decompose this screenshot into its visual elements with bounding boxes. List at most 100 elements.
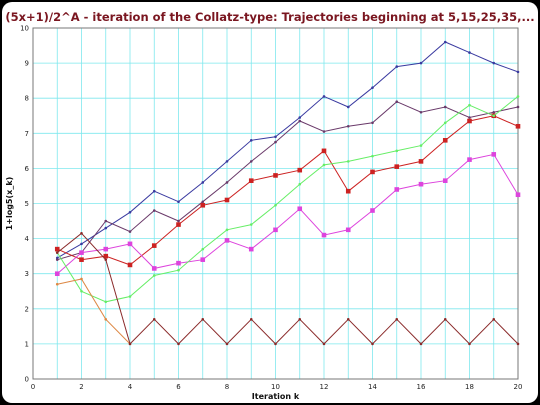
data-point <box>152 209 156 212</box>
data-point <box>322 342 326 346</box>
data-point <box>249 318 253 321</box>
data-point <box>176 222 181 227</box>
data-point <box>443 40 447 44</box>
data-point <box>200 257 206 262</box>
data-point <box>55 258 59 261</box>
data-point <box>322 130 326 133</box>
data-point <box>104 219 108 223</box>
data-point <box>442 138 448 143</box>
data-point <box>127 241 133 247</box>
data-point <box>515 123 521 129</box>
x-tick-label: 4 <box>128 383 133 391</box>
data-point <box>322 163 326 167</box>
y-tick-label: 1 <box>25 340 29 348</box>
data-point <box>346 105 350 109</box>
data-point <box>151 243 157 248</box>
data-point <box>516 70 520 74</box>
data-point <box>443 105 447 109</box>
data-point <box>249 139 253 142</box>
data-point <box>273 227 278 233</box>
data-point <box>468 103 471 107</box>
y-axis-label: 1+log5(x_k) <box>5 177 14 231</box>
data-point <box>128 295 132 298</box>
data-point <box>55 282 59 286</box>
data-point <box>443 318 447 321</box>
x-tick-label: 20 <box>514 383 523 391</box>
data-point <box>467 118 472 124</box>
series-6 <box>55 277 132 346</box>
data-point <box>395 100 399 104</box>
data-point <box>127 262 133 268</box>
data-point <box>468 51 471 54</box>
data-point <box>370 208 375 213</box>
data-point <box>321 148 327 154</box>
y-tick-label: 5 <box>25 200 29 208</box>
data-point <box>418 159 424 164</box>
data-point <box>442 178 448 183</box>
series-line <box>56 232 519 345</box>
y-tick-label: 9 <box>25 60 29 68</box>
data-point <box>345 188 351 194</box>
data-point <box>298 116 302 119</box>
series-3 <box>54 113 521 268</box>
series-line <box>57 278 131 345</box>
data-point <box>201 318 205 321</box>
y-tick-label: 4 <box>25 235 30 243</box>
data-point <box>492 318 496 321</box>
data-point <box>322 95 326 98</box>
data-point <box>177 342 180 346</box>
x-tick-label: 10 <box>271 383 280 391</box>
series-4 <box>54 152 521 276</box>
data-point <box>346 318 350 321</box>
x-tick-label: 16 <box>417 383 426 391</box>
data-point <box>55 251 59 254</box>
data-point <box>297 167 303 173</box>
data-point <box>152 189 156 193</box>
series-line <box>57 101 519 261</box>
data-point <box>248 246 254 252</box>
data-point <box>515 192 521 198</box>
data-point <box>395 318 399 321</box>
data-point <box>225 181 229 184</box>
series-7 <box>55 232 520 346</box>
data-point <box>298 119 302 123</box>
data-point <box>103 246 109 252</box>
data-point <box>418 181 424 187</box>
data-point <box>104 258 108 261</box>
data-point <box>225 228 229 232</box>
series-5 <box>55 95 520 304</box>
chart-title: (5x+1)/2^A - iteration of the Collatz-ty… <box>5 10 535 24</box>
data-point <box>273 173 278 178</box>
data-point <box>225 342 229 346</box>
y-tick-label: 8 <box>25 95 29 103</box>
grid <box>32 27 519 380</box>
data-point <box>468 342 471 346</box>
y-tick-label: 2 <box>25 305 29 313</box>
data-point <box>224 197 230 203</box>
x-tick-label: 14 <box>368 383 377 391</box>
plot-border <box>32 27 519 380</box>
data-point <box>443 121 447 125</box>
data-point <box>177 268 180 272</box>
data-point <box>516 342 520 346</box>
y-tick-label: 0 <box>25 376 29 384</box>
data-point <box>80 242 83 246</box>
y-tick-label: 7 <box>25 130 29 138</box>
x-axis-label: Iteration k <box>252 392 300 401</box>
data-point <box>371 154 374 158</box>
data-point <box>321 232 327 238</box>
data-point <box>201 247 205 251</box>
data-point <box>346 160 350 163</box>
x-tick-label: 18 <box>465 383 474 391</box>
series-group <box>54 40 521 346</box>
x-tick-label: 0 <box>31 383 35 391</box>
data-point <box>176 260 181 266</box>
y-tick-label: 6 <box>25 165 30 173</box>
data-point <box>467 157 472 162</box>
data-point <box>516 95 520 98</box>
data-point <box>249 223 253 226</box>
data-point <box>491 152 497 157</box>
